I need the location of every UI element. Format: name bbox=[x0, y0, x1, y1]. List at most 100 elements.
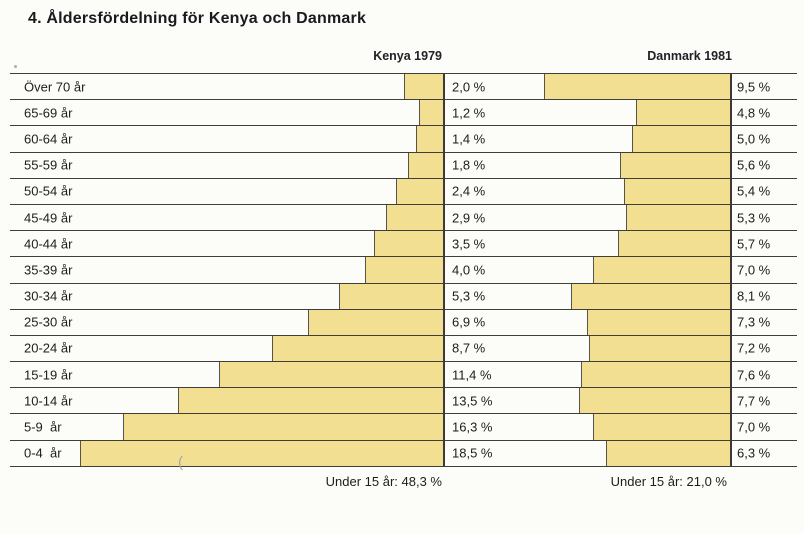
danmark-percent-label: 7,0 % bbox=[737, 262, 771, 278]
table-row: 50-54 år 2,4 % 5,4 % bbox=[10, 178, 797, 205]
kenya-axis-line bbox=[443, 74, 445, 467]
age-group-label: 30-34 år bbox=[24, 288, 73, 304]
kenya-bar bbox=[374, 231, 443, 257]
kenya-percent-label: 3,5 % bbox=[452, 236, 486, 252]
table-row: Över 70 år 2,0 % 9,5 % bbox=[10, 74, 797, 101]
kenya-percent-label: 2,0 % bbox=[452, 79, 486, 95]
kenya-percent-label: 4,0 % bbox=[452, 262, 486, 278]
table-row: 15-19 år 11,4 % 7,6 % bbox=[10, 362, 797, 389]
page-title: 4. Åldersfördelning för Kenya och Danmar… bbox=[28, 10, 367, 27]
danmark-bar bbox=[635, 100, 730, 126]
table-row: 30-34 år 5,3 % 8,1 % bbox=[10, 283, 797, 310]
age-group-label: 15-19 år bbox=[24, 367, 73, 383]
danmark-percent-label: 8,1 % bbox=[737, 288, 771, 304]
kenya-bar bbox=[407, 152, 443, 178]
kenya-percent-label: 18,5 % bbox=[452, 445, 493, 461]
kenya-bar bbox=[419, 100, 443, 126]
kenya-bar bbox=[395, 178, 443, 204]
age-group-label: Över 70 år bbox=[24, 79, 86, 95]
danmark-bar bbox=[588, 335, 730, 362]
table-row: 55-59 år 1,8 % 5,6 % bbox=[10, 152, 797, 179]
danmark-bar bbox=[618, 231, 730, 257]
danmark-under-15-note: Under 15 år: 21,0 % bbox=[610, 474, 727, 489]
kenya-bar bbox=[403, 74, 443, 100]
scan-artifact-dot bbox=[14, 65, 17, 68]
danmark-bar bbox=[620, 152, 730, 178]
danmark-bar bbox=[624, 178, 730, 204]
kenya-percent-label: 2,9 % bbox=[452, 210, 486, 226]
table-row: 20-24 år 8,7 % 7,2 % bbox=[10, 335, 797, 363]
kenya-bar bbox=[415, 126, 443, 152]
kenya-percent-label: 8,7 % bbox=[452, 340, 486, 356]
kenya-percent-label: 5,3 % bbox=[452, 288, 486, 304]
age-group-label: 45-49 år bbox=[24, 210, 73, 226]
danmark-percent-label: 5,7 % bbox=[737, 236, 771, 252]
kenya-percent-label: 6,9 % bbox=[452, 314, 486, 330]
age-group-label: 55-59 år bbox=[24, 157, 73, 173]
kenya-percent-label: 1,4 % bbox=[452, 131, 486, 147]
table-row: 0-4 år 18,5 % 6,3 % bbox=[10, 440, 797, 467]
kenya-percent-label: 1,2 % bbox=[452, 105, 486, 121]
table-row: 40-44 år 3,5 % 5,7 % bbox=[10, 231, 797, 258]
kenya-bar bbox=[386, 204, 443, 231]
kenya-bar bbox=[219, 362, 443, 388]
danmark-bar bbox=[578, 388, 730, 414]
danmark-bar bbox=[580, 362, 730, 388]
danmark-axis-line bbox=[730, 74, 732, 467]
kenya-under-15-note: Under 15 år: 48,3 % bbox=[325, 474, 442, 489]
table-row: 10-14 år 13,5 % 7,7 % bbox=[10, 388, 797, 415]
kenya-bar bbox=[364, 257, 443, 283]
danmark-percent-label: 5,4 % bbox=[737, 183, 771, 199]
danmark-percent-label: 7,2 % bbox=[737, 340, 771, 356]
kenya-percent-label: 16,3 % bbox=[452, 419, 493, 435]
age-group-label: 0-4 år bbox=[24, 445, 62, 461]
kenya-bar bbox=[339, 283, 443, 309]
kenya-bar bbox=[272, 335, 443, 362]
table-row: 60-64 år 1,4 % 5,0 % bbox=[10, 126, 797, 153]
kenya-bar bbox=[79, 440, 443, 466]
age-group-label: 10-14 år bbox=[24, 393, 73, 409]
danmark-bar bbox=[543, 74, 730, 100]
danmark-percent-label: 7,3 % bbox=[737, 314, 771, 330]
kenya-bar bbox=[123, 414, 443, 440]
age-group-label: 25-30 år bbox=[24, 314, 73, 330]
kenya-percent-label: 1,8 % bbox=[452, 157, 486, 173]
age-group-label: 40-44 år bbox=[24, 236, 73, 252]
danmark-bar bbox=[592, 257, 730, 283]
age-distribution-table: Över 70 år 2,0 % 9,5 % 65-69 år 1,2 % 4,8 % 60… bbox=[10, 73, 797, 467]
table-row: 65-69 år 1,2 % 4,8 % bbox=[10, 100, 797, 127]
danmark-percent-label: 5,3 % bbox=[737, 210, 771, 226]
column-header-kenya: Kenya 1979 bbox=[373, 49, 442, 63]
table-row: 5-9 år 16,3 % 7,0 % bbox=[10, 414, 797, 441]
danmark-percent-label: 7,7 % bbox=[737, 393, 771, 409]
age-group-label: 50-54 år bbox=[24, 183, 73, 199]
age-group-label: 5-9 år bbox=[24, 419, 62, 435]
age-group-label: 20-24 år bbox=[24, 340, 73, 356]
table-row: 25-30 år 6,9 % 7,3 % bbox=[10, 309, 797, 336]
danmark-percent-label: 5,6 % bbox=[737, 157, 771, 173]
table-row: 45-49 år 2,9 % 5,3 % bbox=[10, 204, 797, 232]
age-group-label: 35-39 år bbox=[24, 262, 73, 278]
danmark-bar bbox=[586, 309, 730, 335]
column-header-danmark: Danmark 1981 bbox=[647, 49, 732, 63]
danmark-bar bbox=[606, 440, 730, 466]
kenya-percent-label: 2,4 % bbox=[452, 183, 486, 199]
table-row: 35-39 år 4,0 % 7,0 % bbox=[10, 257, 797, 284]
danmark-percent-label: 9,5 % bbox=[737, 79, 771, 95]
danmark-percent-label: 4,8 % bbox=[737, 105, 771, 121]
danmark-percent-label: 6,3 % bbox=[737, 445, 771, 461]
kenya-percent-label: 13,5 % bbox=[452, 393, 493, 409]
age-group-label: 65-69 år bbox=[24, 105, 73, 121]
danmark-bar bbox=[631, 126, 730, 152]
kenya-bar bbox=[178, 388, 443, 414]
danmark-bar bbox=[626, 204, 730, 231]
kenya-bar bbox=[307, 309, 443, 335]
danmark-percent-label: 7,0 % bbox=[737, 419, 771, 435]
danmark-percent-label: 5,0 % bbox=[737, 131, 771, 147]
kenya-percent-label: 11,4 % bbox=[452, 367, 492, 383]
age-group-label: 60-64 år bbox=[24, 131, 73, 147]
scan-artifact-bracket: ( bbox=[178, 454, 183, 471]
danmark-bar bbox=[592, 414, 730, 440]
danmark-bar bbox=[571, 283, 730, 309]
danmark-percent-label: 7,6 % bbox=[737, 367, 771, 383]
